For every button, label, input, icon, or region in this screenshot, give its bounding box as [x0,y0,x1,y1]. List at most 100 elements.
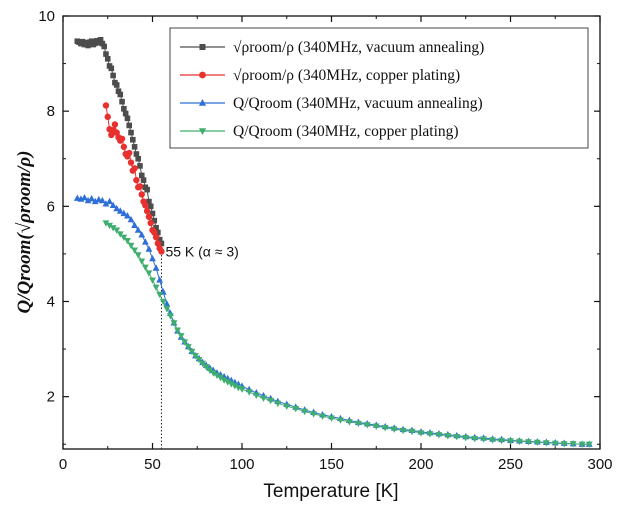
data-point [122,110,129,117]
legend: √ρroom/ρ (340MHz, vacuum annealing) √ρroo… [169,27,589,149]
data-point [301,408,309,416]
data-point [220,377,228,384]
data-point [117,91,124,98]
x-tick-label: 150 [319,456,344,473]
data-point [131,221,138,228]
data-point [110,72,116,79]
data-point [158,248,165,255]
x-tick-label: 0 [59,456,67,473]
axis-ticks [62,15,601,449]
data-point [120,143,128,151]
data-point [113,204,121,212]
data-point [231,383,239,390]
data-point [106,197,113,205]
data-point [337,417,344,424]
data-point [184,344,192,351]
data-point [525,439,532,446]
data-point [147,203,154,210]
data-point [159,298,167,306]
x-tick-label: 250 [498,456,523,473]
series-4 [102,220,593,449]
data-point [96,39,102,46]
data-point [149,254,156,262]
data-point [328,415,335,422]
series-2 [102,102,165,255]
data-point [426,431,434,438]
data-point [152,234,160,241]
data-point [542,440,550,447]
legend-label: Q/Qroom (340MHz, vacuum annealing) [233,95,483,112]
x-tick-label: 100 [229,456,254,473]
data-point [126,122,133,129]
data-point [156,276,164,283]
data-point [145,213,153,220]
data-point [102,220,110,227]
data-point [381,424,389,432]
data-point [99,40,106,47]
data-point [533,439,541,447]
data-point [177,333,185,340]
data-point [124,212,131,219]
data-point [98,196,106,204]
data-point [149,277,156,284]
data-point [462,434,470,442]
data-point [188,348,196,356]
legend-box [169,27,589,149]
y-tick-label: 10 [38,8,55,25]
data-point [141,238,149,245]
data-point [127,242,135,250]
data-point [551,440,559,448]
legend-label: √ρroom/ρ (340MHz, copper plating) [233,67,460,84]
data-point [104,113,111,121]
x-tick-label: 50 [144,456,161,473]
data-point [195,356,203,364]
data-point [153,224,159,231]
data-point [131,247,138,254]
data-point [133,176,140,184]
data-point [480,436,488,443]
data-point [133,151,140,157]
data-point [88,38,95,45]
data-point [135,155,141,162]
data-point [585,441,593,449]
data-point [245,389,253,396]
data-point [145,270,153,277]
data-point [507,438,514,445]
data-point [138,258,146,265]
data-point [91,197,99,205]
data-point [127,215,135,223]
data-point [408,428,416,436]
legend-marker [199,71,206,79]
data-point [88,194,96,202]
x-axis-title: Temperature [K] [263,481,398,502]
data-point [346,419,353,426]
data-point [138,231,146,238]
x-tick-label: 300 [587,456,612,473]
data-point [156,291,164,299]
legend-marker [199,44,206,50]
data-point [127,159,135,166]
data-point [310,411,317,418]
data-point [267,397,275,405]
data-point [136,183,144,190]
data-point [217,375,224,382]
data-point [131,165,138,172]
data-point [274,400,282,408]
data-point [83,39,90,46]
data-point [116,231,124,238]
data-point [206,367,214,374]
data-point [192,353,199,360]
data-point [516,438,523,446]
data-point [174,327,181,334]
data-point [444,433,452,440]
data-point [560,441,568,448]
data-point [578,441,586,449]
data-point [108,65,115,72]
data-point [104,56,111,62]
data-point [140,177,147,183]
data-point [115,88,122,94]
data-point [155,229,161,236]
data-point [202,364,210,371]
data-point [158,240,165,247]
